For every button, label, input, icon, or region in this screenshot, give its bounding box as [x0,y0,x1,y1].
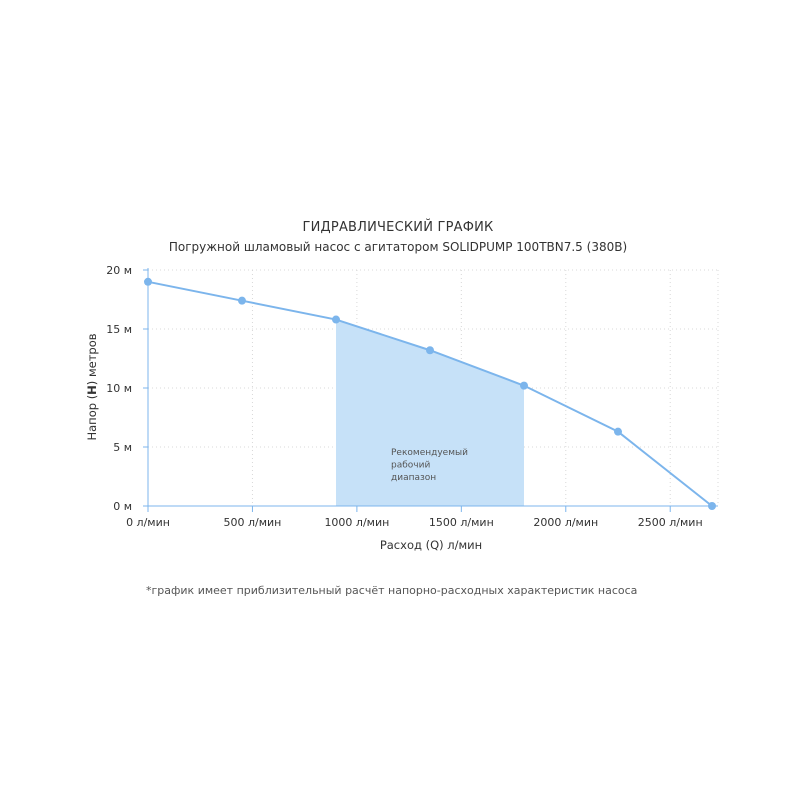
recommended-range-label-line-0: Рекомендуемый [391,448,468,458]
y-tick-label-4: 20 м [106,264,132,277]
data-point-0 [144,277,152,286]
y-tick-label-2: 10 м [106,382,132,395]
footnote: *график имеет приблизительный расчёт нап… [146,584,637,597]
y-axis-label: Напор (H) метров [85,333,99,440]
y-axis-label-part-3: ) метров [85,333,99,385]
data-point-6 [708,502,716,510]
recommended-range-label-line-1: рабочий [391,461,430,471]
y-tick-label-3: 15 м [106,323,132,336]
y-tick-label-0: 0 м [113,500,132,513]
data-point-2 [332,315,340,324]
x-axis-label: Расход (Q) л/мин [380,538,482,552]
y-tick-label-1: 5 м [113,441,132,454]
performance-curve [144,277,716,510]
data-point-3 [426,346,434,355]
x-tick-labels: 0 л/мин 500 л/мин 1000 л/мин 1500 л/мин 2000… [126,516,703,529]
y-axis-label-part-2: H [85,385,99,395]
y-tick-labels: 0 м 5 м 10 м 15 м 20 м [106,264,132,513]
x-tick-label-2: 1000 л/мин [324,516,389,529]
recommended-range-area [336,319,524,506]
x-tick-label-4: 2000 л/мин [533,516,598,529]
data-point-1 [238,296,246,305]
data-point-5 [614,427,622,436]
x-tick-label-0: 0 л/мин [126,516,170,529]
recommended-range-label-line-2: диапазон [391,473,436,483]
x-tick-label-3: 1500 л/мин [429,516,494,529]
chart-title: ГИДРАВЛИЧЕСКИЙ ГРАФИК [303,219,494,235]
x-tick-label-1: 500 л/мин [224,516,282,529]
y-axis-label-part-1: Напор ( [85,395,99,441]
recommended-range-label: Рекомендуемый рабочий диапазон [391,448,468,483]
chart-subtitle: Погружной шламовый насос с агитатором SO… [169,240,627,254]
axes [143,268,718,512]
x-tick-label-5: 2500 л/мин [638,516,703,529]
data-point-4 [520,381,528,390]
recommended-range: Рекомендуемый рабочий диапазон [336,319,524,506]
